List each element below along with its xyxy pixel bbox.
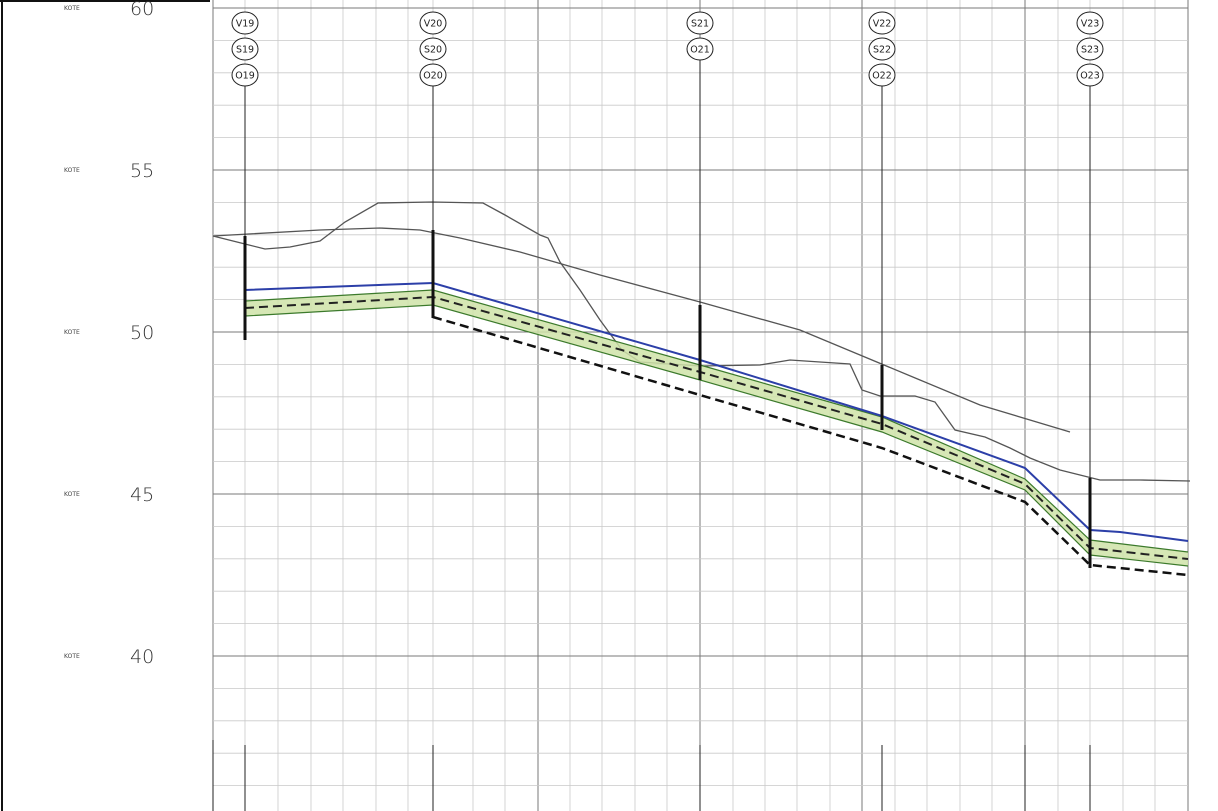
elevation-label: 35 [130, 808, 154, 811]
station-bubble-label: V23 [1081, 19, 1100, 30]
pipe-centerline [244, 295, 1189, 560]
pipe-bedding-top-edge [244, 289, 1189, 553]
station-bubble [419, 63, 447, 87]
station-21: S21 O21 [686, 11, 714, 380]
station-bubble [231, 11, 259, 35]
grid [212, 0, 1189, 811]
elevation-label: 55 [130, 160, 154, 182]
station-bubble-label: O22 [872, 71, 892, 82]
station-bubble-label: O21 [690, 45, 710, 56]
station-bubble [868, 63, 896, 87]
station-bubble [231, 63, 259, 87]
station-bubble [1076, 37, 1104, 61]
pipe-crown-line [244, 281, 1189, 542]
station-bubble [1076, 11, 1104, 35]
station-bubble [419, 11, 447, 35]
station-bubble-label: V22 [873, 19, 892, 30]
kote-label: KOTE [64, 5, 80, 12]
station-bubble [686, 37, 714, 61]
kote-label: KOTE [64, 491, 80, 498]
kote-label: KOTE [64, 329, 80, 336]
station-23: V23 S23 O23 [1076, 11, 1104, 568]
station-bubble [686, 11, 714, 35]
excavation-bottom-line [432, 315, 1189, 577]
bottom-station-ticks [212, 740, 1091, 811]
station-22: V22 S22 O22 [868, 11, 896, 430]
station-markers: V19 S19 O19 V20 S20 O20 S21 O21 V22 S22 O22 V23 S23 O… [231, 11, 1104, 568]
station-bubble-label: V20 [424, 19, 443, 30]
station-bubble-label: S20 [424, 45, 442, 56]
station-bubble [868, 37, 896, 61]
kote-label: KOTE [64, 167, 80, 174]
station-bubble [231, 37, 259, 61]
station-bubble [1076, 63, 1104, 87]
pipe-bedding-bottom-edge [244, 304, 1189, 567]
station-bubble [868, 11, 896, 35]
elevation-label: 45 [130, 484, 154, 506]
station-20: V20 S20 O20 [419, 11, 447, 318]
station-bubble [419, 37, 447, 61]
station-bubble-label: S21 [691, 19, 709, 30]
elevation-label: 40 [130, 646, 154, 668]
station-bubble-label: S23 [1081, 45, 1099, 56]
kote-label: KOTE [64, 653, 80, 660]
station-bubble-label: V19 [236, 19, 255, 30]
station-bubble-label: S19 [236, 45, 254, 56]
station-bubble-label: O23 [1080, 71, 1100, 82]
station-19: V19 S19 O19 [231, 11, 259, 340]
station-bubble-label: O20 [423, 71, 443, 82]
elevation-label: 50 [130, 322, 154, 344]
station-bubble-label: O19 [235, 71, 255, 82]
station-bubble-label: S22 [873, 45, 891, 56]
elevation-label: 60 [130, 0, 154, 20]
elevation-axis: 60KOTE55KOTE50KOTE45KOTE40KOTE35KOTE [64, 0, 154, 811]
existing-terrain-line [212, 227, 1071, 433]
